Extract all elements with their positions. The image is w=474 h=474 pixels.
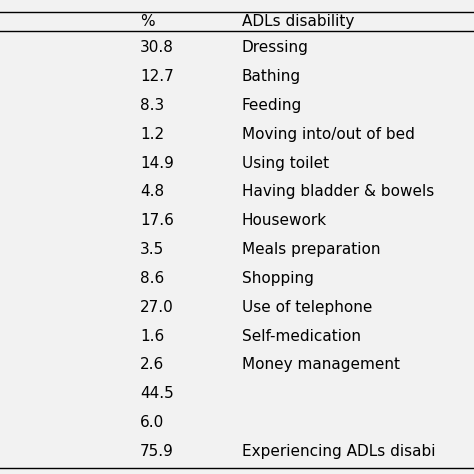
Text: 75.9: 75.9 (140, 444, 173, 459)
Text: 1.2: 1.2 (140, 127, 164, 142)
Text: Using toilet: Using toilet (242, 155, 329, 171)
Text: 8.3: 8.3 (140, 98, 164, 113)
Text: 12.7: 12.7 (140, 69, 173, 84)
Text: Feeding: Feeding (242, 98, 302, 113)
Text: 44.5: 44.5 (140, 386, 173, 401)
Text: Housework: Housework (242, 213, 327, 228)
Text: 30.8: 30.8 (140, 40, 173, 55)
Text: Experiencing ADLs disabi: Experiencing ADLs disabi (242, 444, 435, 459)
Text: Bathing: Bathing (242, 69, 301, 84)
Text: 6.0: 6.0 (140, 415, 164, 430)
Text: Self-medication: Self-medication (242, 328, 361, 344)
Text: Dressing: Dressing (242, 40, 309, 55)
Text: 27.0: 27.0 (140, 300, 173, 315)
Text: Having bladder & bowels: Having bladder & bowels (242, 184, 434, 200)
Text: 1.6: 1.6 (140, 328, 164, 344)
Text: 17.6: 17.6 (140, 213, 173, 228)
Text: 2.6: 2.6 (140, 357, 164, 373)
Text: 14.9: 14.9 (140, 155, 173, 171)
Text: Use of telephone: Use of telephone (242, 300, 372, 315)
Text: 8.6: 8.6 (140, 271, 164, 286)
Text: Meals preparation: Meals preparation (242, 242, 380, 257)
Text: Moving into/out of bed: Moving into/out of bed (242, 127, 415, 142)
Text: Money management: Money management (242, 357, 400, 373)
Text: %: % (140, 14, 155, 29)
Text: 3.5: 3.5 (140, 242, 164, 257)
Text: 4.8: 4.8 (140, 184, 164, 200)
Text: ADLs disability: ADLs disability (242, 14, 354, 29)
Text: Shopping: Shopping (242, 271, 314, 286)
